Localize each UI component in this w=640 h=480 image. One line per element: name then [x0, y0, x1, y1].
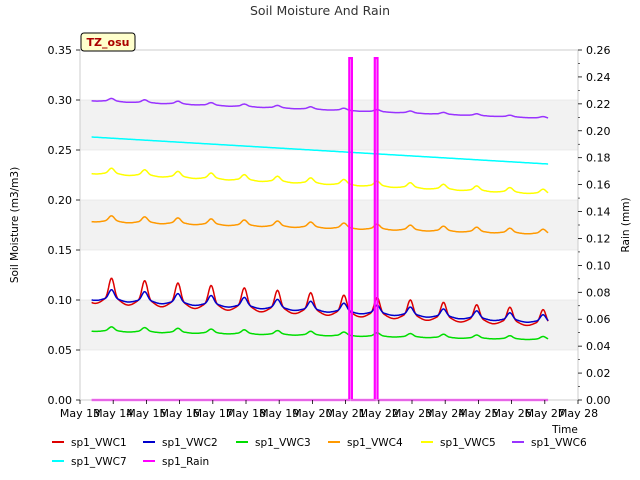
series-line-sp1_VWC4 [91, 215, 549, 235]
legend-label-sp1_VWC6: sp1_VWC6 [531, 437, 587, 449]
y-right-tick-label: 0.08 [586, 286, 611, 299]
y-right-tick-label: 0.04 [586, 340, 611, 353]
x-tick-label: May 25 [458, 407, 498, 420]
y-left-tick-label: 0.10 [48, 294, 73, 307]
x-tick-label: May 20 [292, 407, 332, 420]
grid-band [80, 50, 578, 100]
y-left-tick-label: 0.35 [48, 44, 73, 57]
legend-label-sp1_VWC7: sp1_VWC7 [71, 456, 127, 468]
legend-label-sp1_VWC1: sp1_VWC1 [71, 437, 127, 449]
legend-label-sp1_VWC2: sp1_VWC2 [162, 437, 218, 449]
series-line-sp1_VWC2 [91, 289, 549, 323]
x-tick-label: May 27 [525, 407, 565, 420]
x-tick-label: May 21 [325, 407, 365, 420]
legend-label-sp1_VWC4: sp1_VWC4 [347, 437, 403, 449]
x-tick-label: May 23 [392, 407, 432, 420]
y-right-tick-label: 0.10 [586, 259, 611, 272]
y-axis-left-title: Soil Moisture (m3/m3) [9, 167, 21, 283]
y-right-tick-label: 0.06 [586, 313, 611, 326]
series-line-sp1_VWC5 [91, 167, 549, 195]
x-tick-label: May 15 [126, 407, 166, 420]
y-axis-left: 0.00 0.05 0.10 0.15 0.20 0.25 0.30 0.35 [48, 44, 80, 407]
grid-band [80, 350, 578, 400]
site-badge-label: TZ_osu [87, 36, 130, 49]
y-left-tick-label: 0.25 [48, 144, 73, 157]
y-right-tick-label: 0.24 [586, 71, 611, 84]
y-axis-right: 0.00 0.02 0.04 0.06 0.08 0.10 0.12 0.14 0.16 0.18… [578, 44, 611, 407]
x-tick-label: May 24 [425, 407, 465, 420]
y-right-tick-label: 0.14 [586, 206, 611, 219]
x-tick-label: May 28 [558, 407, 598, 420]
y-right-tick-label: 0.26 [586, 44, 611, 57]
series-line-sp1_VWC6 [91, 97, 549, 119]
x-tick-label: May 13 [60, 407, 100, 420]
grid-band [80, 200, 578, 250]
y-right-tick-label: 0.00 [586, 394, 611, 407]
x-tick-label: May 17 [193, 407, 233, 420]
chart-title: Soil Moisture And Rain [250, 3, 390, 18]
x-tick-label: May 22 [359, 407, 399, 420]
series-line-sp1_VWC7 [91, 136, 549, 165]
y-right-tick-label: 0.20 [586, 125, 611, 138]
y-left-tick-label: 0.00 [48, 394, 73, 407]
series-line-sp1_VWC3 [91, 326, 549, 341]
x-tick-label: May 16 [159, 407, 199, 420]
legend: sp1_VWC1 sp1_VWC2 sp1_VWC3 sp1_VWC4 sp1_VWC5… [52, 437, 587, 468]
y-right-tick-label: 0.02 [586, 367, 611, 380]
y-right-tick-label: 0.22 [586, 98, 611, 111]
x-tick-label: May 18 [226, 407, 266, 420]
y-left-tick-label: 0.20 [48, 194, 73, 207]
y-right-tick-label: 0.16 [586, 179, 611, 192]
y-right-tick-label: 0.12 [586, 232, 611, 245]
grid-bands [80, 50, 578, 400]
legend-label-sp1_Rain: sp1_Rain [162, 456, 209, 468]
grid-band [80, 250, 578, 300]
x-tick-label: May 26 [491, 407, 531, 420]
y-left-tick-label: 0.30 [48, 94, 73, 107]
x-tick-label: May 19 [259, 407, 299, 420]
x-tick-label: May 14 [93, 407, 133, 420]
legend-label-sp1_VWC3: sp1_VWC3 [255, 437, 311, 449]
x-axis-title: Time [551, 424, 578, 436]
y-left-tick-label: 0.15 [48, 244, 73, 257]
grid-band [80, 150, 578, 200]
y-right-tick-label: 0.18 [586, 152, 611, 165]
y-left-tick-label: 0.05 [48, 344, 73, 357]
grid-band [80, 300, 578, 350]
y-axis-right-title: Rain (mm) [620, 197, 632, 252]
grid-band [80, 100, 578, 150]
site-badge: TZ_osu [80, 32, 136, 52]
legend-label-sp1_VWC5: sp1_VWC5 [440, 437, 496, 449]
